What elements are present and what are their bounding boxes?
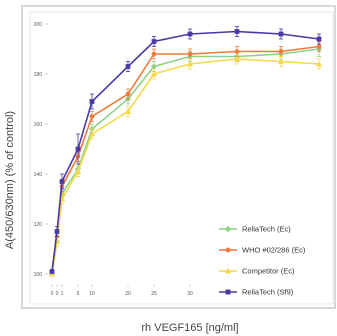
legend-item: WHO #02/286 (Ec) [219,246,306,255]
data-point [316,44,322,49]
legend-label: ReliaTech (Sf9) [242,288,294,297]
series-layer [48,26,323,278]
data-point [234,49,240,54]
data-point [124,108,132,114]
data-point [75,146,81,152]
legend-box [214,218,332,302]
data-point [125,64,131,69]
y-tick-label: 200 [34,22,43,28]
x-axis-title: rh VEGF165 [ng/ml] [141,322,238,334]
data-point [187,51,193,57]
data-point [49,269,55,274]
data-point [277,58,285,64]
x-tick-label: 5 [77,291,80,297]
y-tick-label: 180 [34,72,43,78]
data-point [187,31,193,37]
x-tick-label: 25 [151,291,157,297]
legend-swatch-marker [224,267,232,274]
x-tick-label: 20 [125,291,131,297]
data-point [316,36,322,42]
data-point [151,51,157,57]
data-point [89,114,95,119]
legend-swatch-marker [224,225,232,233]
data-point [150,70,158,77]
x-tick-label: 0 [56,291,59,297]
plot-frame [21,5,336,309]
data-point [233,55,241,62]
data-point [234,29,240,34]
legend-label: WHO #02/286 (Ec) [242,246,306,255]
x-tick-label: 1 [61,291,64,297]
legend-item: ReliaTech (Sf9) [219,288,294,297]
data-point [74,168,82,174]
x-tick-label: 0 [51,291,54,297]
y-tick-label: 120 [34,222,43,228]
x-tick-label: 30 [187,291,193,297]
legend-item: Competitor (Ec) [219,267,295,276]
y-axis-title: A(450/630nm) (% of control) [4,111,16,249]
legend-label: Competitor (Ec) [242,267,295,276]
legend-swatch-marker [225,289,231,295]
data-point [151,39,157,44]
data-point [315,60,323,67]
data-point [59,179,65,184]
data-point [89,99,95,104]
legend-swatch-marker [225,247,231,253]
legend-label: ReliaTech (Ec) [242,225,291,234]
data-point [88,130,96,137]
data-point [186,60,194,67]
data-point [125,91,131,97]
y-tick-label: 160 [34,122,43,128]
x-tick-label: 10 [89,291,95,297]
y-tick-label: 100 [34,272,43,278]
data-point [278,31,284,37]
y-tick-label: 140 [34,172,43,178]
legend: ReliaTech (Ec) WHO #02/286 (Ec) Competitor… [214,218,332,302]
data-point [278,49,284,54]
legend-item: ReliaTech (Ec) [219,225,291,234]
series-4 [49,26,322,274]
data-point [54,229,60,234]
